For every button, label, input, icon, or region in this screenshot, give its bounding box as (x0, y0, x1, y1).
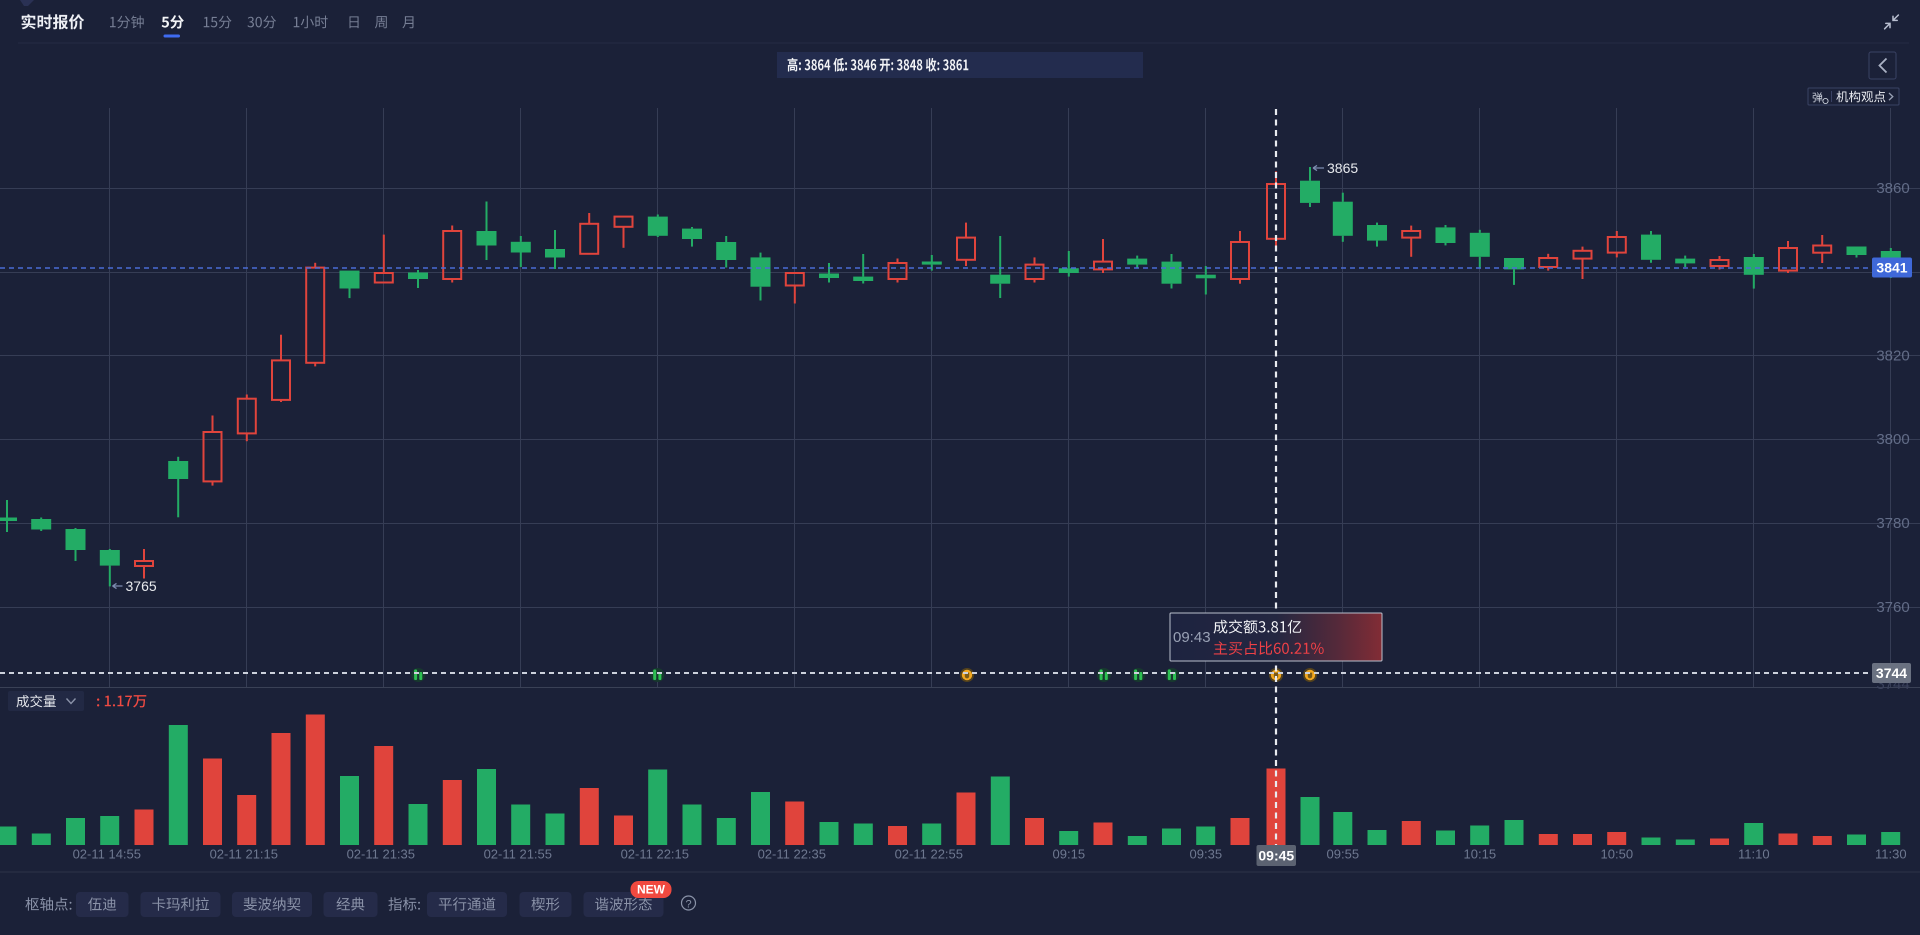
svg-text:09:43: 09:43 (1173, 629, 1211, 646)
svg-text:02-11 22:15: 02-11 22:15 (621, 846, 689, 861)
svg-text:3800: 3800 (1876, 431, 1909, 448)
svg-text:10:50: 10:50 (1601, 846, 1634, 861)
svg-text:3860: 3860 (1876, 180, 1909, 197)
svg-text:3865: 3865 (1327, 160, 1358, 176)
svg-text:09:55: 09:55 (1327, 846, 1360, 861)
svg-text:09:45: 09:45 (1258, 847, 1294, 863)
svg-text:02-11 21:35: 02-11 21:35 (347, 846, 415, 861)
svg-text:09:15: 09:15 (1053, 846, 1086, 861)
svg-text:09:35: 09:35 (1190, 846, 1223, 861)
svg-text:10:15: 10:15 (1464, 846, 1497, 861)
svg-text:02-11 14:55: 02-11 14:55 (73, 846, 141, 861)
svg-text:3780: 3780 (1876, 515, 1909, 532)
svg-text:3841: 3841 (1876, 259, 1907, 275)
svg-text:02-11 21:15: 02-11 21:15 (210, 846, 278, 861)
svg-text:NEW: NEW (637, 883, 666, 897)
svg-text:3820: 3820 (1876, 348, 1909, 365)
svg-text:11:30: 11:30 (1875, 846, 1907, 861)
svg-text:02-11 21:55: 02-11 21:55 (484, 846, 552, 861)
svg-text:02-11 22:55: 02-11 22:55 (895, 846, 963, 861)
svg-text:11:10: 11:10 (1738, 846, 1770, 861)
svg-text:3760: 3760 (1876, 599, 1909, 616)
svg-text:?: ? (685, 899, 691, 911)
svg-text:02-11 22:35: 02-11 22:35 (758, 846, 826, 861)
svg-text:3744: 3744 (1876, 665, 1907, 681)
svg-text:3765: 3765 (126, 578, 157, 594)
